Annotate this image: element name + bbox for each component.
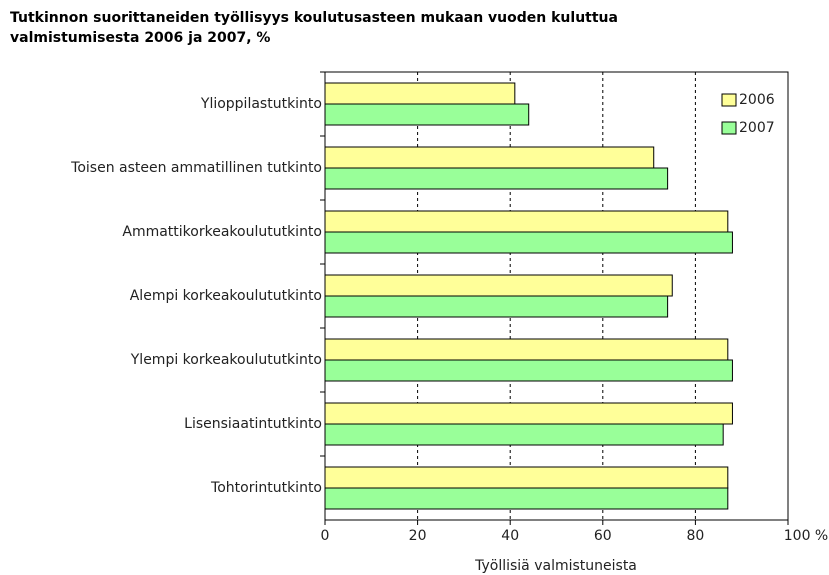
x-tick-label: 40 xyxy=(501,528,519,544)
bar xyxy=(324,338,729,361)
bar xyxy=(324,82,516,105)
bar xyxy=(324,274,673,297)
legend-label: 2007 xyxy=(739,120,775,136)
y-tick-label: Ylioppilastutkinto xyxy=(200,96,322,112)
y-tick-label: Lisensiaatintutkinto xyxy=(184,416,322,432)
bar xyxy=(324,103,530,126)
chart-title: Tutkinnon suorittaneiden työllisyys koul… xyxy=(10,10,618,26)
y-tick-label: Alempi korkeakoulututkinto xyxy=(130,288,322,304)
bar xyxy=(324,210,729,233)
x-tick-label: 0 xyxy=(321,528,330,544)
x-tick-label: 20 xyxy=(409,528,427,544)
legend-swatch xyxy=(721,121,737,135)
bar xyxy=(324,487,729,510)
legend-swatch xyxy=(721,93,737,107)
bar xyxy=(324,167,669,190)
bar xyxy=(324,295,669,318)
bar xyxy=(324,146,655,169)
bar xyxy=(324,231,733,254)
y-tick-label: Ammattikorkeakoulututkinto xyxy=(122,224,322,240)
x-tick-label: 80 xyxy=(686,528,704,544)
bar xyxy=(324,423,724,446)
y-tick-label: Toisen asteen ammatillinen tutkinto xyxy=(70,160,322,176)
bar xyxy=(324,359,733,382)
x-tick-label: 60 xyxy=(594,528,612,544)
y-tick-label: Ylempi korkeakoulututkinto xyxy=(130,352,322,368)
y-tick-label: Tohtorintutkinto xyxy=(210,480,322,496)
chart-title: valmistumisesta 2006 ja 2007, % xyxy=(10,30,270,46)
bar xyxy=(324,466,729,489)
legend-label: 2006 xyxy=(739,92,775,108)
x-axis-label: Työllisiä valmistuneista xyxy=(474,558,637,574)
bar xyxy=(324,402,733,425)
x-tick-label: 100 % xyxy=(784,528,828,544)
